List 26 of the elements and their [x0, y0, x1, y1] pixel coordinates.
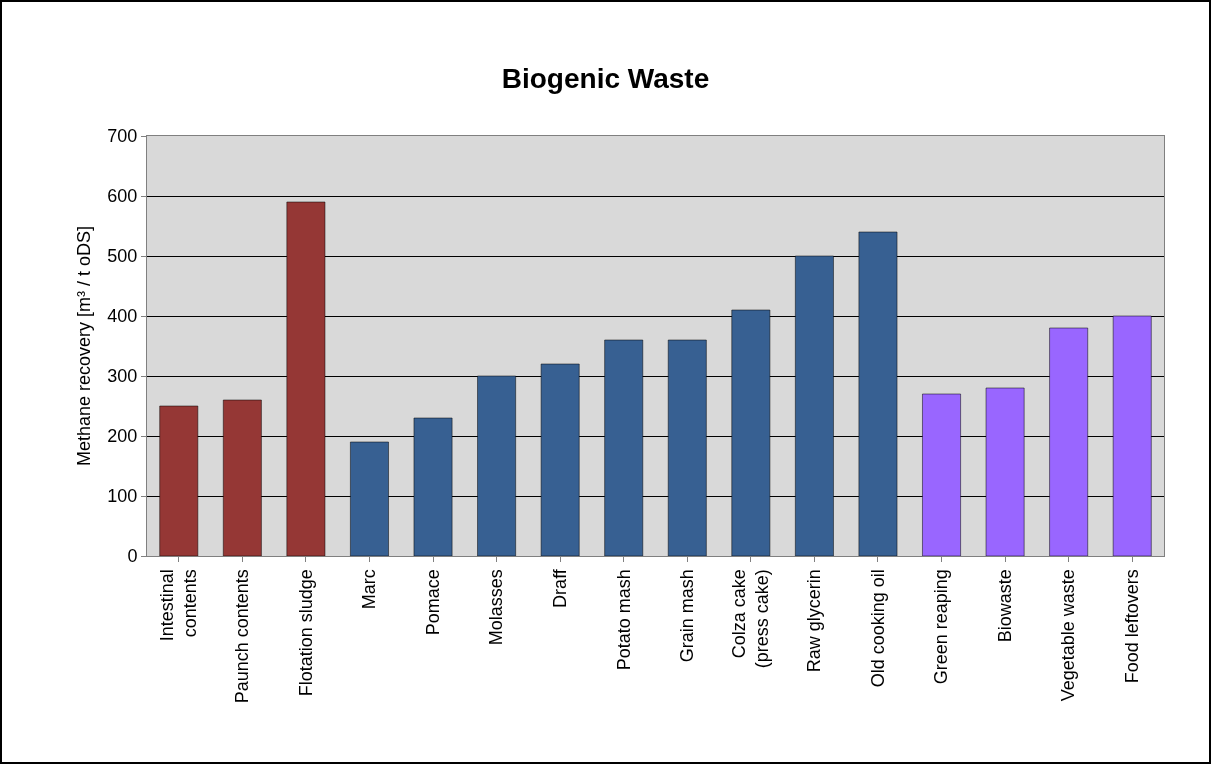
x-tick-label: Intestinal contents: [156, 569, 201, 642]
x-tick-label: Raw glycerin: [804, 569, 825, 673]
y-axis-title: Methane recovery [m³ / t oDS]: [73, 225, 94, 467]
chart-title: Biogenic Waste: [501, 62, 710, 94]
x-tick-label: Old cooking oil: [867, 569, 888, 688]
x-tick-label: Paunch contents: [232, 569, 253, 704]
x-tick-label: Food leftovers: [1122, 569, 1143, 684]
x-tick-label: Grain mash: [677, 569, 698, 663]
y-tick-label: 100: [107, 486, 138, 507]
x-tick-label: Marc: [359, 569, 380, 610]
x-tick-label: Green reaping: [931, 569, 952, 685]
x-tick-label: Vegetable waste: [1058, 569, 1079, 702]
y-tick-label: 400: [107, 306, 138, 327]
y-tick-label: 300: [107, 366, 138, 387]
y-tick-label: 600: [107, 186, 138, 207]
y-tick-label: 700: [107, 126, 138, 147]
y-tick-label: 200: [107, 426, 138, 447]
x-tick-label: Biowaste: [994, 569, 1015, 643]
y-tick-label: 500: [107, 246, 138, 267]
x-tick-label: Potato mash: [613, 569, 634, 671]
x-tick-label: Draff: [550, 568, 571, 608]
x-tick-label: Flotation sludge: [295, 569, 316, 697]
y-tick-label: 0: [127, 546, 138, 567]
x-tick-label: Pomace: [422, 569, 443, 636]
x-tick-label: Molasses: [486, 569, 507, 646]
x-tick-label: Colza cake (press cake): [728, 569, 773, 669]
